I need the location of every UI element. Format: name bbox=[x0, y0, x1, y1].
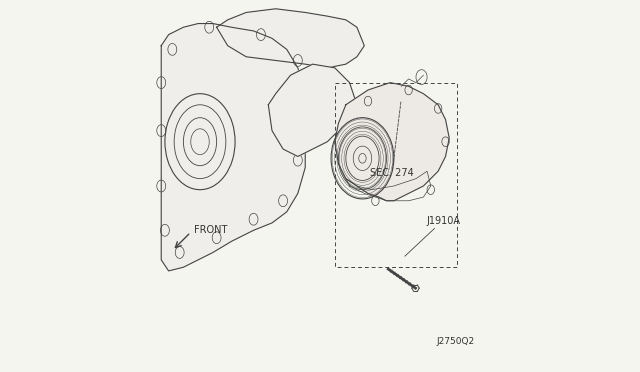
Text: J1910A: J1910A bbox=[427, 216, 461, 226]
Text: J2750Q2: J2750Q2 bbox=[437, 337, 475, 346]
Text: FRONT: FRONT bbox=[195, 225, 228, 235]
Polygon shape bbox=[216, 9, 364, 68]
Text: SEC. 274: SEC. 274 bbox=[370, 168, 414, 178]
Polygon shape bbox=[161, 23, 305, 271]
Polygon shape bbox=[268, 64, 357, 157]
Polygon shape bbox=[335, 83, 449, 201]
